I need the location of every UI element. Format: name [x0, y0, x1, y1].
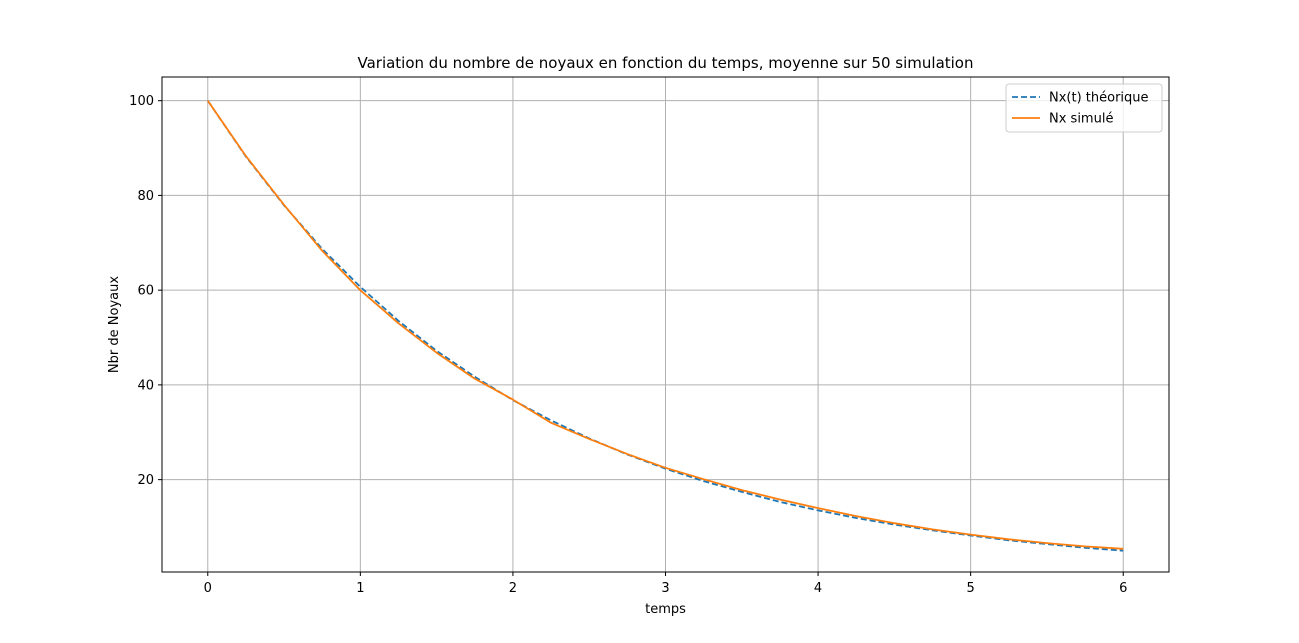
x-tick-label: 2 [509, 581, 517, 596]
x-tick-label: 6 [1119, 581, 1127, 596]
tick-layer: 0 1 2 3 4 5 6 20 40 60 80 100 [129, 94, 1127, 596]
y-tick-label: 60 [137, 284, 154, 299]
grid-layer [162, 77, 1169, 572]
chart-title: Variation du nombre de noyaux en fonctio… [357, 54, 973, 72]
x-tick-label: 4 [814, 581, 822, 596]
y-tick-label: 20 [137, 473, 154, 488]
y-axis-title: Nbr de Noyaux [107, 276, 122, 373]
y-tick-label: 40 [137, 378, 154, 393]
x-tick-label: 1 [356, 581, 364, 596]
y-tick-label: 80 [137, 189, 154, 204]
x-tick-label: 0 [204, 581, 212, 596]
series-layer [207, 100, 1124, 552]
x-axis-title: temps [645, 602, 686, 617]
y-tick-label: 100 [129, 94, 154, 109]
series-line-2 [207, 100, 1124, 550]
x-tick-label: 5 [967, 581, 975, 596]
x-tick-label: 3 [661, 581, 669, 596]
legend-box [1005, 83, 1163, 133]
legend-label-2: Nx simulé [1049, 112, 1113, 127]
legend: Nx(t) théorique Nx simulé [1005, 83, 1163, 133]
legend-label-1: Nx(t) théorique [1049, 91, 1149, 106]
